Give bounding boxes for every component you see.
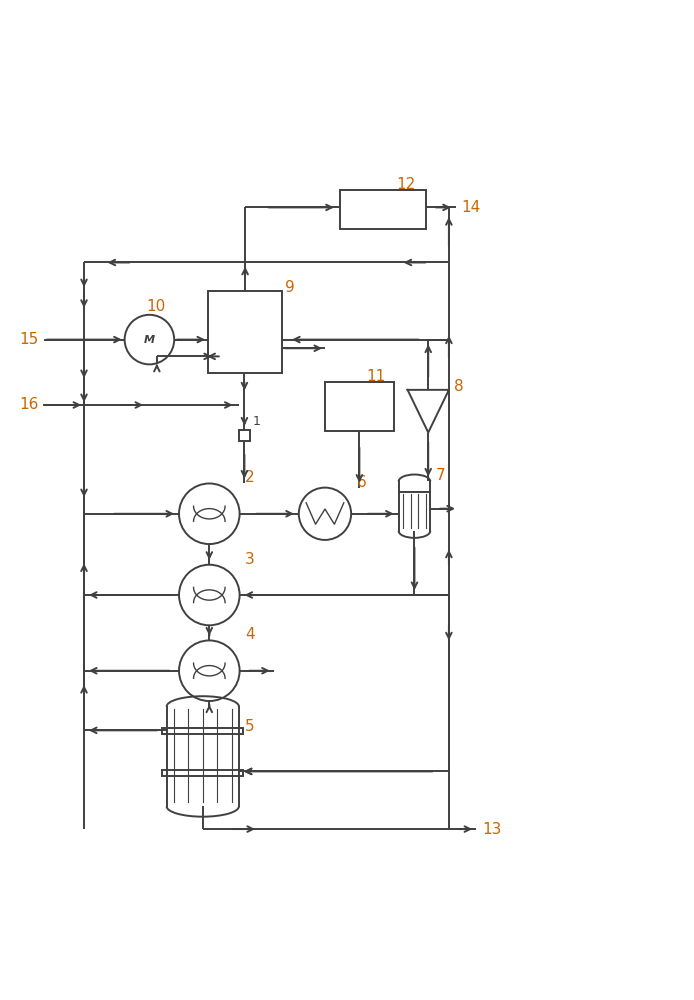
Text: 13: 13 [482, 822, 501, 837]
Text: 8: 8 [455, 379, 464, 394]
Text: 4: 4 [245, 627, 255, 642]
Text: 6: 6 [357, 475, 366, 490]
Bar [325, 382, 393, 431]
Text: 2: 2 [245, 470, 255, 485]
Text: 12: 12 [396, 177, 415, 192]
Text: 10: 10 [146, 299, 165, 314]
Bar [239, 430, 250, 441]
Bar [162, 728, 243, 734]
Text: 3: 3 [245, 552, 255, 567]
Text: 15: 15 [19, 332, 39, 347]
Bar [340, 190, 426, 229]
Text: 5: 5 [244, 719, 254, 734]
Text: 16: 16 [19, 397, 39, 412]
Text: 14: 14 [462, 200, 480, 215]
Text: M: M [144, 335, 155, 345]
Text: 9: 9 [285, 280, 295, 295]
Bar [208, 291, 282, 373]
Text: 1: 1 [253, 415, 260, 428]
Text: 7: 7 [436, 468, 446, 483]
Bar [162, 770, 243, 776]
Text: 11: 11 [366, 369, 386, 384]
